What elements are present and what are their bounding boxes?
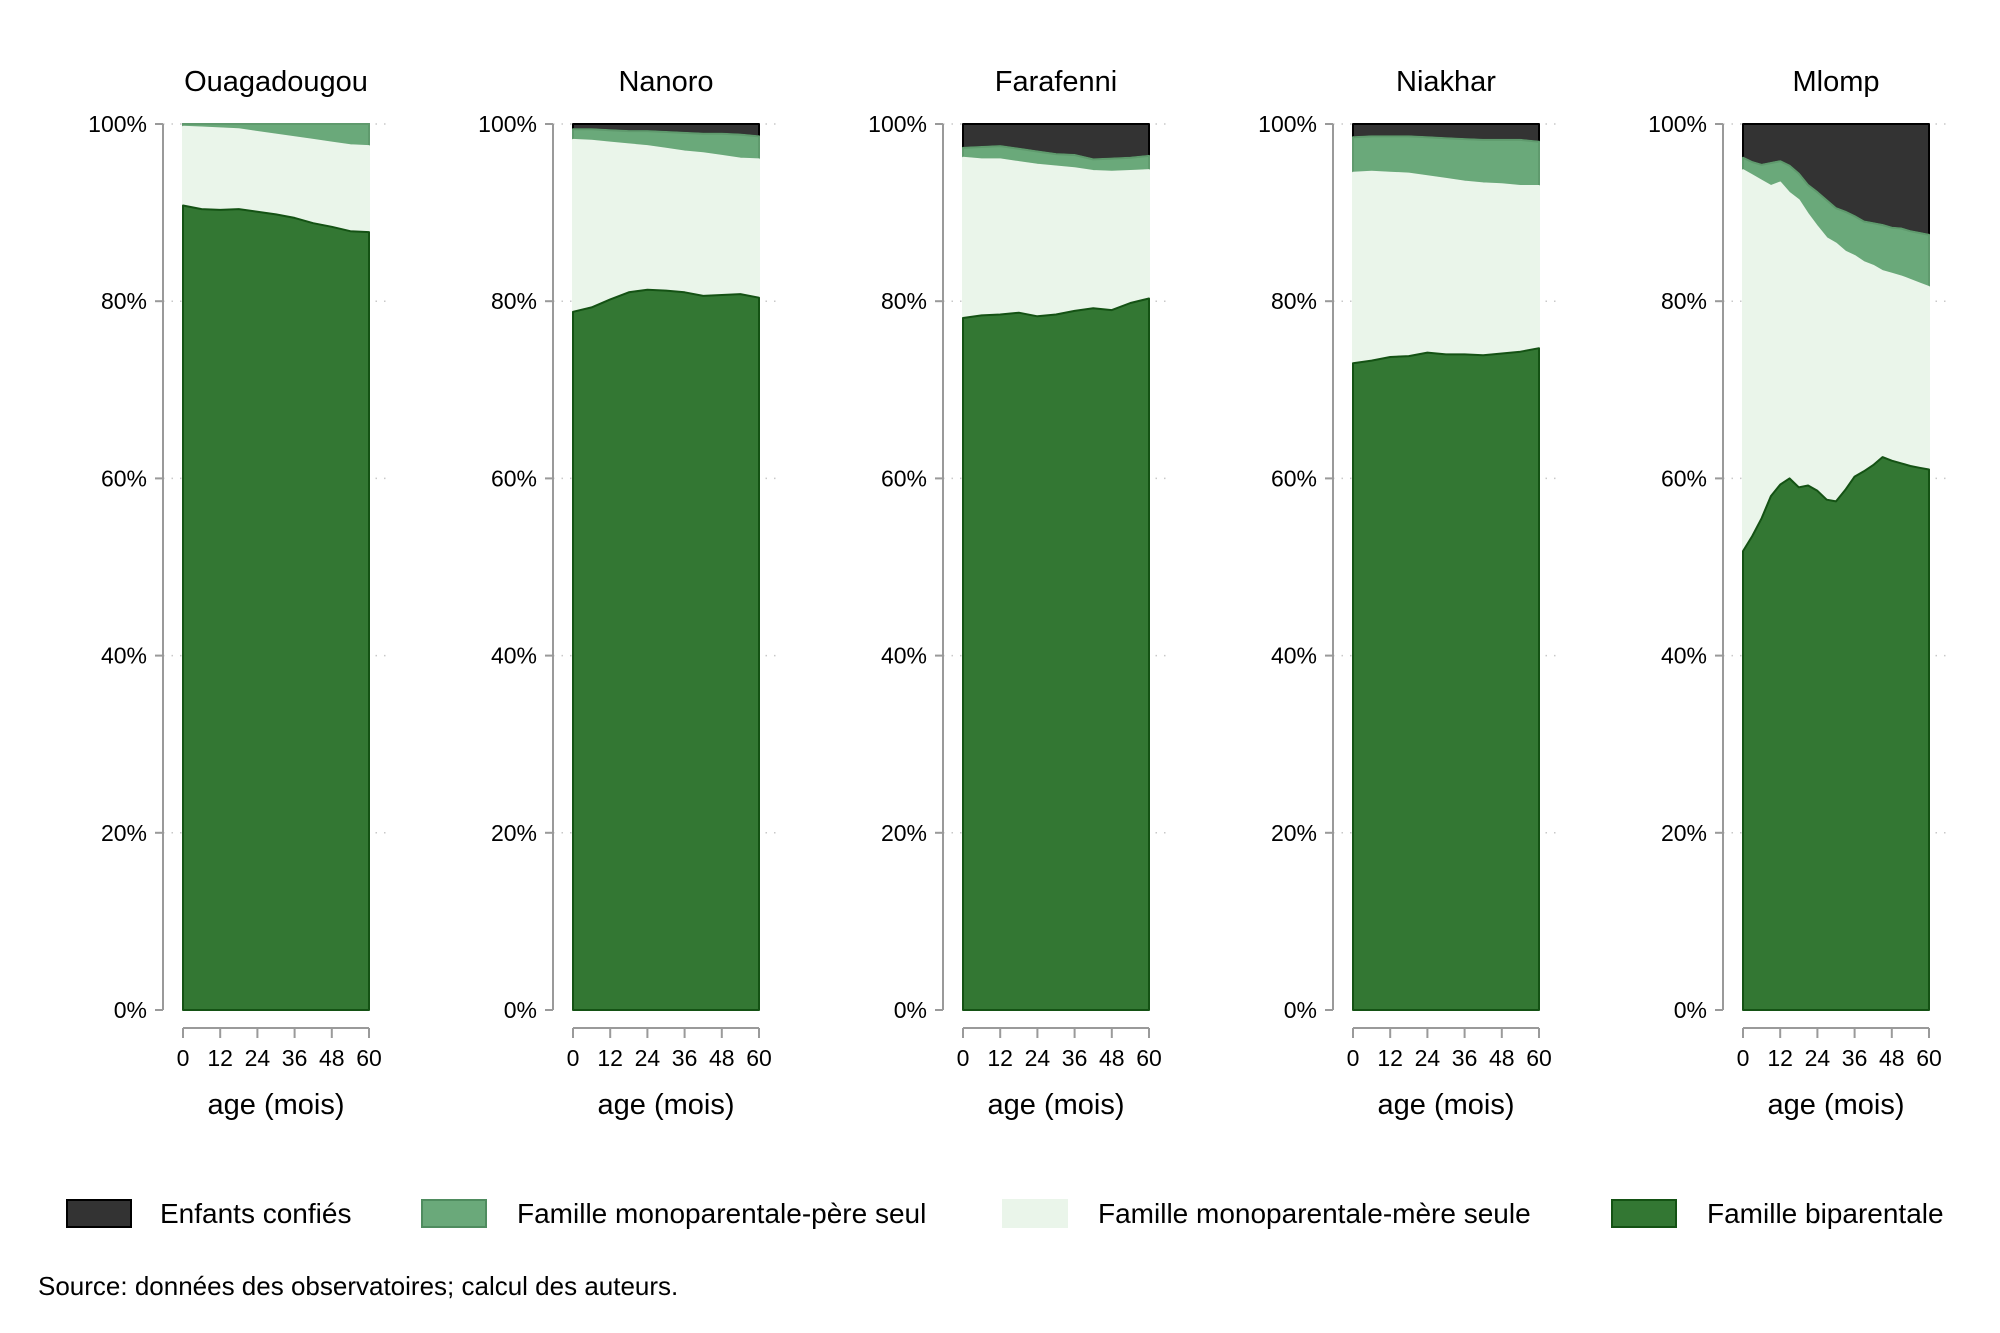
x-tick-label-farafenni-24: 24 [1025,1045,1051,1071]
y-tick-label-ouagadougou-60: 60% [101,465,147,491]
panel-nanoro: Nanoro 0% 20% 40% 60% 80% 100% 0 12 24 36 48 60 age (… [478,66,777,1121]
y-tick-label-niakhar-20: 20% [1271,820,1317,846]
y-tick-label-farafenni-80: 80% [881,288,927,314]
y-tick-label-niakhar-80: 80% [1271,288,1317,314]
legend-label-pere-seul: Famille monoparentale-père seul [517,1198,926,1229]
panel-title-farafenni: Farafenni [995,66,1118,98]
x-tick-label-niakhar-36: 36 [1452,1045,1478,1071]
area-biparentale-ouagadougou [182,204,370,1011]
panel-title-nanoro: Nanoro [618,66,713,98]
x-tick-label-farafenni-12: 12 [987,1045,1013,1071]
x-tick-label-mlomp-0: 0 [1737,1045,1750,1071]
y-tick-label-niakhar-0: 0% [1284,997,1317,1023]
x-tick-label-ouagadougou-0: 0 [177,1045,190,1071]
legend-swatch-biparentale [1611,1199,1677,1228]
area-biparentale-niakhar [1352,347,1540,1011]
x-tick-label-farafenni-48: 48 [1099,1045,1125,1071]
x-tick-label-mlomp-48: 48 [1879,1045,1905,1071]
x-tick-label-nanoro-24: 24 [635,1045,661,1071]
y-tick-label-ouagadougou-100: 100% [88,111,147,137]
x-tick-label-nanoro-12: 12 [597,1045,623,1071]
x-tick-label-niakhar-0: 0 [1347,1045,1360,1071]
y-tick-label-farafenni-60: 60% [881,465,927,491]
x-axis-title-nanoro: age (mois) [598,1089,735,1121]
x-tick-label-farafenni-0: 0 [957,1045,970,1071]
panel-ouagadougou: Ouagadougou 0% 20% 40% 60% 80% 100% 0 12 24 36 48 60… [88,66,387,1121]
y-tick-label-mlomp-60: 60% [1661,465,1707,491]
x-tick-label-farafenni-36: 36 [1062,1045,1088,1071]
panel-title-niakhar: Niakhar [1396,66,1496,98]
x-axis-title-farafenni: age (mois) [988,1089,1125,1121]
y-tick-label-nanoro-20: 20% [491,820,537,846]
legend-swatch-pere-seul [421,1199,487,1228]
x-tick-label-niakhar-48: 48 [1489,1045,1515,1071]
y-tick-label-mlomp-20: 20% [1661,820,1707,846]
y-tick-label-farafenni-0: 0% [894,997,927,1023]
y-tick-label-mlomp-40: 40% [1661,643,1707,669]
x-tick-label-nanoro-36: 36 [672,1045,698,1071]
x-tick-label-nanoro-0: 0 [567,1045,580,1071]
x-tick-label-nanoro-48: 48 [709,1045,735,1071]
y-tick-label-mlomp-80: 80% [1661,288,1707,314]
y-tick-label-mlomp-0: 0% [1674,997,1707,1023]
x-tick-label-ouagadougou-36: 36 [282,1045,308,1071]
x-tick-label-ouagadougou-48: 48 [319,1045,345,1071]
x-tick-label-mlomp-24: 24 [1805,1045,1831,1071]
y-tick-label-niakhar-100: 100% [1258,111,1317,137]
x-axis-title-ouagadougou: age (mois) [208,1089,345,1121]
legend-label-biparentale: Famille biparentale [1707,1198,1944,1229]
x-tick-label-ouagadougou-60: 60 [356,1045,382,1071]
area-biparentale-mlomp [1742,456,1930,1011]
x-tick-label-niakhar-12: 12 [1377,1045,1403,1071]
legend-item-mere-seule: Famille monoparentale-mère seule [1002,1198,1531,1229]
x-axis-title-niakhar: age (mois) [1378,1089,1515,1121]
legend-swatch-mere-seule [1002,1199,1068,1228]
panel-mlomp: Mlomp 0% 20% 40% 60% 80% 100% 0 12 24 36 48 60 age (m… [1648,66,1947,1121]
chart-legend: Enfants confiés Famille monoparentale-pè… [66,1198,1944,1229]
panel-title-mlomp: Mlomp [1792,66,1879,98]
y-tick-label-mlomp-100: 100% [1648,111,1707,137]
y-tick-label-farafenni-20: 20% [881,820,927,846]
y-tick-label-nanoro-0: 0% [504,997,537,1023]
y-tick-label-ouagadougou-80: 80% [101,288,147,314]
legend-item-enfants-confies: Enfants confiés [66,1198,351,1229]
x-tick-label-nanoro-60: 60 [746,1045,772,1071]
legend-item-biparentale: Famille biparentale [1611,1198,1944,1229]
x-tick-label-farafenni-60: 60 [1136,1045,1162,1071]
area-biparentale-nanoro [572,288,760,1011]
area-biparentale-farafenni [962,297,1150,1011]
legend-label-enfants-confies: Enfants confiés [160,1198,351,1229]
y-tick-label-ouagadougou-0: 0% [114,997,147,1023]
y-tick-label-farafenni-100: 100% [868,111,927,137]
area-mere-seule-farafenni [962,156,1150,319]
x-tick-label-mlomp-60: 60 [1916,1045,1942,1071]
y-tick-label-ouagadougou-20: 20% [101,820,147,846]
legend-item-pere-seul: Famille monoparentale-père seul [421,1198,926,1229]
area-mere-seule-niakhar [1352,170,1540,365]
legend-swatch-enfants-confies [66,1199,132,1228]
chart-panels: Ouagadougou 0% 20% 40% 60% 80% 100% 0 12 24 36 48 60… [88,66,1947,1121]
x-tick-label-niakhar-24: 24 [1415,1045,1441,1071]
y-tick-label-niakhar-40: 40% [1271,643,1317,669]
source-note: Source: données des observatoires; calcu… [38,1271,678,1301]
x-tick-label-niakhar-60: 60 [1526,1045,1552,1071]
y-tick-label-niakhar-60: 60% [1271,465,1317,491]
x-tick-label-ouagadougou-24: 24 [245,1045,271,1071]
y-tick-label-farafenni-40: 40% [881,643,927,669]
legend-label-mere-seule: Famille monoparentale-mère seule [1098,1198,1531,1229]
x-tick-label-mlomp-12: 12 [1767,1045,1793,1071]
x-tick-label-mlomp-36: 36 [1842,1045,1868,1071]
y-tick-label-nanoro-100: 100% [478,111,537,137]
panel-title-ouagadougou: Ouagadougou [184,66,368,98]
panel-farafenni: Farafenni 0% 20% 40% 60% 80% 100% 0 12 24 36 48 60 ag… [868,66,1167,1121]
area-mere-seule-nanoro [572,138,760,313]
x-axis-title-mlomp: age (mois) [1768,1089,1905,1121]
x-tick-label-ouagadougou-12: 12 [207,1045,233,1071]
y-tick-label-nanoro-60: 60% [491,465,537,491]
y-tick-label-nanoro-80: 80% [491,288,537,314]
panel-niakhar: Niakhar 0% 20% 40% 60% 80% 100% 0 12 24 36 48 60 age … [1258,66,1557,1121]
y-tick-label-ouagadougou-40: 40% [101,643,147,669]
y-tick-label-nanoro-40: 40% [491,643,537,669]
